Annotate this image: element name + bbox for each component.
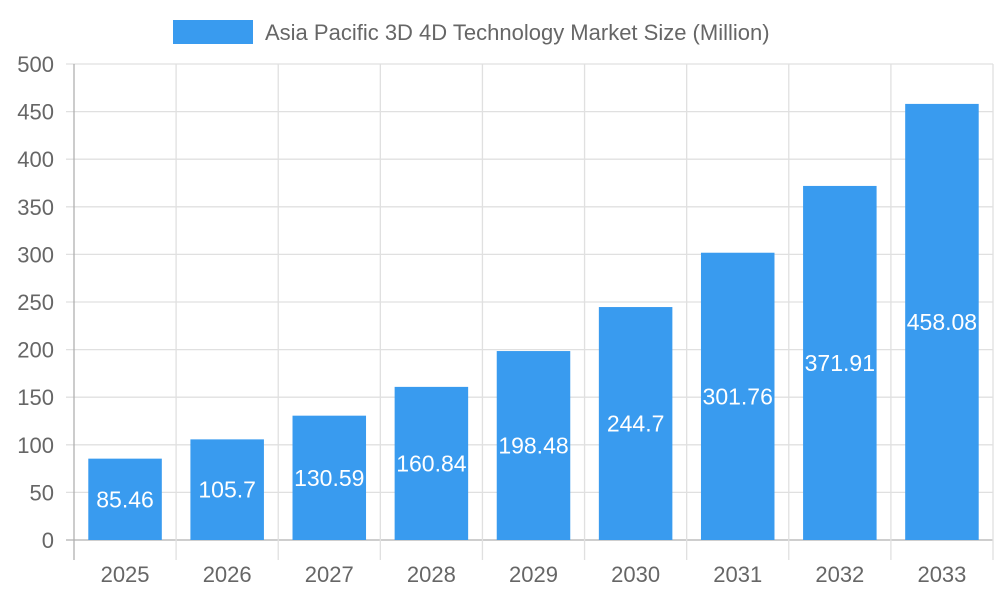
- x-tick-label: 2027: [305, 562, 354, 587]
- legend-swatch: [173, 20, 253, 44]
- bar: [905, 103, 979, 540]
- bar: [88, 458, 162, 540]
- y-tick-label: 250: [17, 290, 54, 315]
- bar: [292, 415, 367, 540]
- y-tick-label: 400: [17, 147, 54, 172]
- data-label: 244.7: [607, 411, 665, 437]
- legend[interactable]: Asia Pacific 3D 4D Technology Market Siz…: [173, 20, 770, 45]
- x-tick-label: 2025: [101, 562, 150, 587]
- bar: [190, 439, 264, 540]
- bar: [803, 185, 877, 540]
- x-tick-label: 2029: [509, 562, 558, 587]
- bar: [700, 252, 775, 540]
- y-tick-label: 0: [42, 528, 54, 553]
- bar: [394, 386, 469, 540]
- y-tick-label: 350: [17, 195, 54, 220]
- grid: [66, 63, 994, 560]
- x-tick-label: 2031: [713, 562, 762, 587]
- data-label: 458.08: [907, 309, 977, 335]
- y-tick-label: 150: [17, 385, 54, 410]
- x-tick-label: 2030: [611, 562, 660, 587]
- data-label: 85.46: [96, 486, 154, 512]
- y-tick-label: 500: [17, 52, 54, 77]
- data-label: 198.48: [498, 433, 568, 459]
- data-label: 105.7: [198, 477, 256, 503]
- data-label: 130.59: [294, 465, 364, 491]
- y-tick-label: 300: [17, 242, 54, 267]
- data-label: 160.84: [396, 450, 467, 476]
- data-label: 301.76: [703, 383, 773, 409]
- axes: 0 50 100 150 200 250 300 350 400 450 500 2025 2026 20…: [17, 52, 966, 587]
- bar: [598, 307, 673, 540]
- x-tick-label: 2026: [203, 562, 252, 587]
- bars: 85.46 105.7 130.59 160.84 198.48 244.7 301.76 3…: [88, 103, 979, 540]
- y-tick-label: 100: [17, 433, 54, 458]
- x-tick-label: 2033: [917, 562, 966, 587]
- x-tick-label: 2028: [407, 562, 456, 587]
- y-tick-label: 50: [30, 480, 54, 505]
- y-tick-label: 200: [17, 338, 54, 363]
- x-tick-label: 2032: [815, 562, 864, 587]
- bar: [496, 351, 571, 540]
- legend-label: Asia Pacific 3D 4D Technology Market Siz…: [265, 20, 770, 45]
- data-label: 371.91: [805, 350, 875, 376]
- y-tick-label: 450: [17, 100, 54, 125]
